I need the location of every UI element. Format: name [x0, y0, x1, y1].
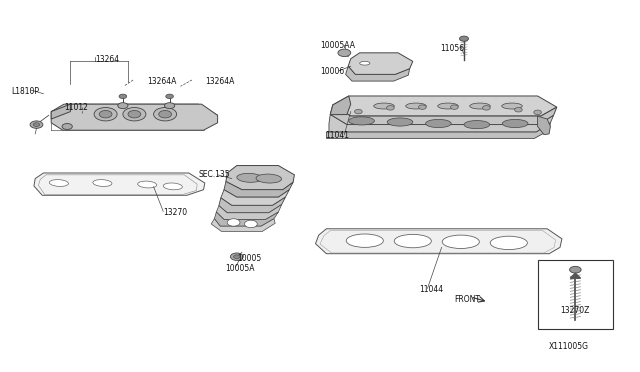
- Circle shape: [119, 94, 127, 99]
- Circle shape: [118, 103, 128, 109]
- Circle shape: [515, 108, 522, 112]
- Polygon shape: [226, 166, 294, 190]
- Circle shape: [338, 49, 351, 57]
- Ellipse shape: [93, 180, 112, 186]
- Circle shape: [159, 110, 172, 118]
- Ellipse shape: [490, 236, 527, 250]
- Circle shape: [483, 106, 490, 110]
- Ellipse shape: [394, 234, 431, 248]
- Polygon shape: [221, 190, 289, 205]
- Circle shape: [419, 105, 426, 109]
- Circle shape: [460, 36, 468, 41]
- Text: 11041: 11041: [325, 131, 349, 140]
- Polygon shape: [348, 53, 413, 74]
- Ellipse shape: [349, 117, 374, 125]
- Circle shape: [451, 105, 458, 109]
- Ellipse shape: [387, 118, 413, 126]
- Polygon shape: [224, 182, 293, 197]
- Circle shape: [30, 121, 43, 128]
- Polygon shape: [214, 212, 278, 226]
- Ellipse shape: [426, 119, 451, 128]
- Polygon shape: [333, 96, 557, 116]
- Circle shape: [355, 109, 362, 114]
- Polygon shape: [329, 115, 554, 132]
- Ellipse shape: [470, 103, 490, 109]
- Circle shape: [94, 108, 117, 121]
- Circle shape: [99, 110, 112, 118]
- Polygon shape: [211, 219, 275, 231]
- Ellipse shape: [49, 180, 68, 186]
- Bar: [538, 260, 613, 329]
- Polygon shape: [326, 123, 550, 138]
- Text: SEC.135: SEC.135: [198, 170, 230, 179]
- Circle shape: [227, 219, 240, 226]
- Ellipse shape: [374, 103, 394, 109]
- Polygon shape: [51, 104, 70, 119]
- Text: 13264A: 13264A: [147, 77, 177, 86]
- Circle shape: [234, 255, 240, 259]
- Ellipse shape: [502, 119, 528, 128]
- Ellipse shape: [256, 174, 282, 183]
- Ellipse shape: [346, 234, 383, 247]
- Polygon shape: [34, 173, 205, 195]
- Circle shape: [62, 124, 72, 129]
- Ellipse shape: [502, 103, 522, 109]
- Text: 13270: 13270: [163, 208, 188, 217]
- Text: 11012: 11012: [64, 103, 88, 112]
- Text: 10005: 10005: [237, 254, 261, 263]
- Polygon shape: [51, 104, 218, 125]
- Circle shape: [534, 110, 541, 115]
- Text: 13264A: 13264A: [205, 77, 234, 86]
- Circle shape: [230, 253, 243, 260]
- Text: 13264: 13264: [95, 55, 119, 64]
- Text: 13270Z: 13270Z: [561, 306, 590, 315]
- Ellipse shape: [464, 121, 490, 129]
- Text: L1810P: L1810P: [12, 87, 40, 96]
- Circle shape: [128, 110, 141, 118]
- Polygon shape: [346, 66, 410, 81]
- Polygon shape: [38, 175, 197, 195]
- Polygon shape: [316, 229, 562, 254]
- Ellipse shape: [406, 103, 426, 109]
- Text: 11056: 11056: [440, 44, 465, 53]
- Polygon shape: [538, 116, 550, 135]
- Polygon shape: [330, 105, 557, 125]
- Circle shape: [387, 106, 394, 110]
- Circle shape: [164, 103, 175, 109]
- Polygon shape: [219, 197, 285, 213]
- Ellipse shape: [438, 103, 458, 109]
- Circle shape: [154, 108, 177, 121]
- Circle shape: [33, 123, 40, 126]
- Circle shape: [244, 220, 257, 228]
- Circle shape: [166, 94, 173, 99]
- Text: 10005AA: 10005AA: [320, 41, 355, 50]
- Circle shape: [123, 108, 146, 121]
- Polygon shape: [216, 205, 282, 219]
- Circle shape: [570, 266, 581, 273]
- Text: 10006: 10006: [320, 67, 344, 76]
- Ellipse shape: [138, 181, 157, 188]
- Ellipse shape: [442, 235, 479, 248]
- Text: FRONT: FRONT: [454, 295, 481, 304]
- Ellipse shape: [237, 173, 262, 182]
- Polygon shape: [320, 231, 556, 253]
- Text: 10005A: 10005A: [225, 264, 255, 273]
- Ellipse shape: [360, 61, 370, 65]
- Text: X111005G: X111005G: [549, 342, 589, 351]
- Text: 11044: 11044: [419, 285, 444, 294]
- Polygon shape: [51, 104, 218, 130]
- Polygon shape: [570, 273, 580, 278]
- Ellipse shape: [163, 183, 182, 190]
- Polygon shape: [330, 96, 351, 115]
